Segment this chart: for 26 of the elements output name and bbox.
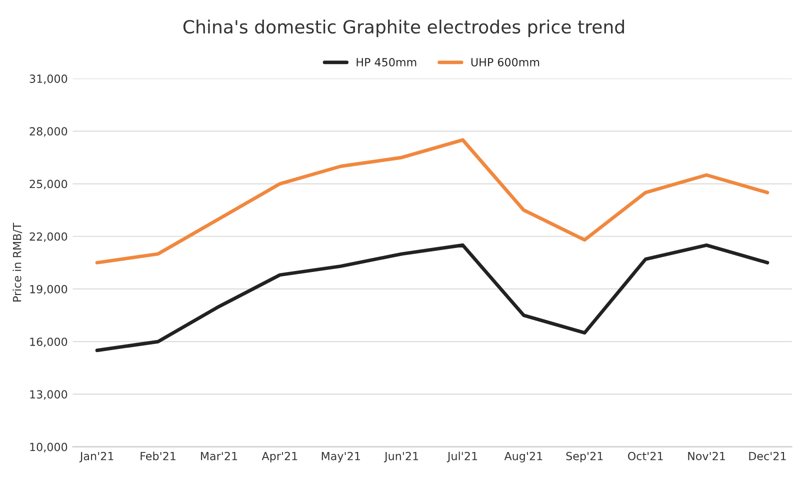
- x-tick-label: Sep'21: [566, 452, 603, 462]
- y-tick-label: 22,000: [30, 232, 68, 242]
- x-tick-label: Apr'21: [262, 452, 298, 462]
- chart-title: China's domestic Graphite electrodes price trend: [183, 20, 624, 38]
- x-tick-label: Jun'21: [384, 452, 418, 462]
- y-tick-label: 31,000: [30, 74, 68, 84]
- x-tick-label: May'21: [322, 452, 360, 462]
- x-tick-label: Mar'21: [200, 452, 238, 460]
- x-tick-label: Nov'21: [688, 452, 725, 460]
- y-tick-label: 28,000: [30, 127, 68, 137]
- x-tick-label: Dec'21: [749, 452, 786, 460]
- y-tick-label: 19,000: [30, 284, 68, 294]
- x-tick-label: Jan'21: [79, 452, 114, 462]
- legend-label: UHP 600mm: [471, 58, 540, 66]
- y-tick-label: 13,000: [30, 390, 68, 400]
- x-tick-label: Oct'21: [628, 452, 663, 460]
- y-tick-label: 10,000: [30, 442, 68, 452]
- legend-label: HP 450mm: [356, 58, 416, 66]
- y-axis-title: Price in RMB/T: [12, 222, 22, 302]
- y-tick-label: 25,000: [30, 180, 68, 190]
- x-tick-label: Aug'21: [504, 452, 542, 462]
- x-tick-label: Jul'21: [446, 452, 478, 462]
- x-tick-label: Feb'21: [140, 452, 176, 460]
- line-series: [95, 243, 770, 352]
- line-series: [95, 138, 770, 264]
- y-tick-label: 16,000: [30, 338, 68, 348]
